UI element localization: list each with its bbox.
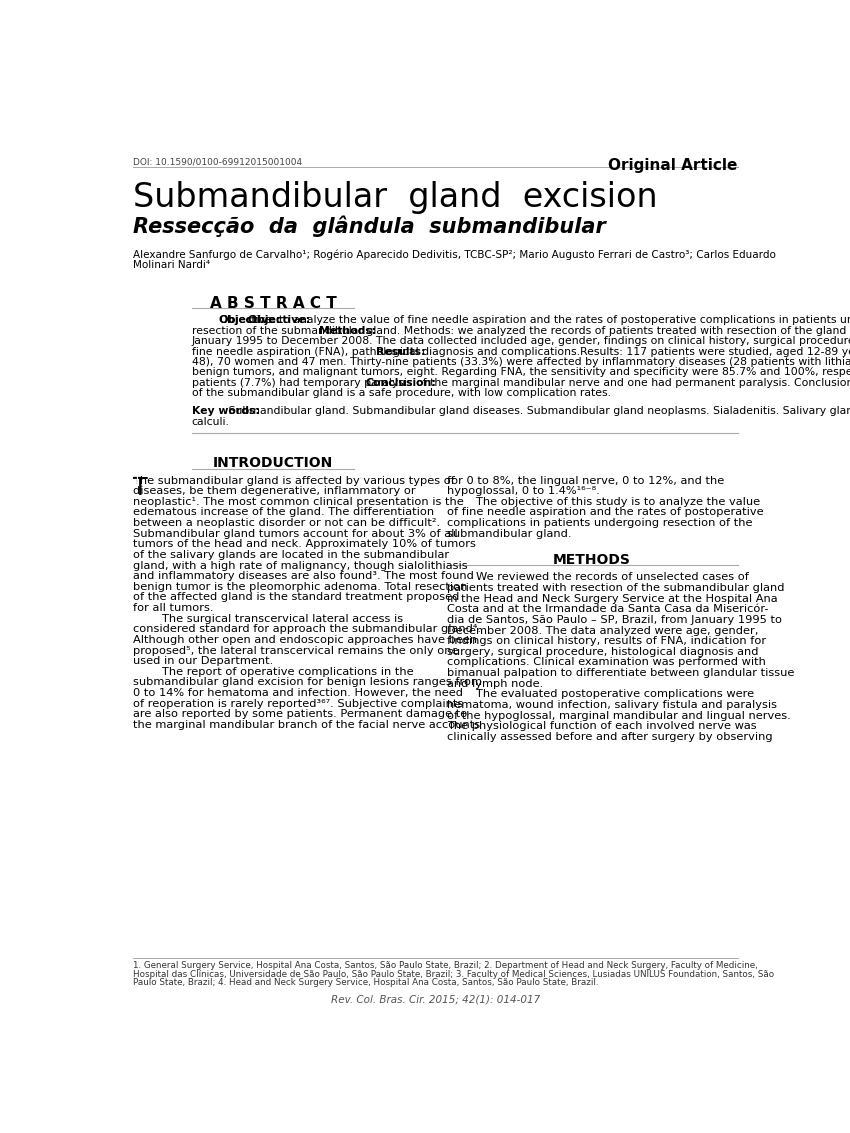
- Text: Costa and at the Irmandade da Santa Casa da Misericór-: Costa and at the Irmandade da Santa Casa…: [447, 604, 768, 614]
- Text: Objective:: Objective:: [218, 315, 310, 325]
- Text: 0 to 14% for hematoma and infection. However, the need: 0 to 14% for hematoma and infection. How…: [133, 688, 463, 698]
- Text: submandibular gland.: submandibular gland.: [447, 529, 572, 538]
- Text: The evaluated postoperative complications were: The evaluated postoperative complication…: [447, 689, 755, 699]
- Text: the marginal mandibular branch of the facial nerve accounts: the marginal mandibular branch of the fa…: [133, 719, 480, 730]
- Text: January 1995 to December 2008. The data collected included age, gender, findings: January 1995 to December 2008. The data …: [191, 337, 850, 347]
- Text: of the salivary glands are located in the submandibular: of the salivary glands are located in th…: [133, 550, 450, 560]
- Text: bimanual palpation to differentiate between glandular tissue: bimanual palpation to differentiate betw…: [447, 668, 795, 678]
- Text: Results:: Results:: [376, 347, 426, 357]
- Text: neoplastic¹. The most common clinical presentation is the: neoplastic¹. The most common clinical pr…: [133, 496, 464, 506]
- Text: Submandibular gland tumors account for about 3% of all: Submandibular gland tumors account for a…: [133, 529, 458, 538]
- Text: T: T: [133, 476, 148, 500]
- Text: The objective of this study is to analyze the value: The objective of this study is to analyz…: [447, 496, 761, 506]
- Text: Objective: to analyze the value of fine needle aspiration and the rates of posto: Objective: to analyze the value of fine …: [191, 315, 850, 325]
- Text: Key words:: Key words:: [191, 407, 259, 416]
- Text: The surgical transcervical lateral access is: The surgical transcervical lateral acces…: [133, 614, 404, 623]
- Text: December 2008. The data analyzed were age, gender,: December 2008. The data analyzed were ag…: [447, 625, 758, 636]
- Text: T: T: [133, 476, 140, 486]
- Text: 48), 70 women and 47 men. Thirty-nine patients (33.3%) were affected by inflamma: 48), 70 women and 47 men. Thirty-nine pa…: [191, 357, 850, 367]
- Text: The report of operative complications in the: The report of operative complications in…: [133, 667, 414, 676]
- Text: Ressecção  da  glândula  submandibular: Ressecção da glândula submandibular: [133, 215, 606, 237]
- Text: for 0 to 8%, the lingual nerve, 0 to 12%, and the: for 0 to 8%, the lingual nerve, 0 to 12%…: [447, 476, 724, 486]
- Text: We reviewed the records of unselected cases of: We reviewed the records of unselected ca…: [447, 572, 749, 582]
- Text: dia de Santos, São Paulo – SP, Brazil, from January 1995 to: dia de Santos, São Paulo – SP, Brazil, f…: [447, 615, 782, 625]
- Text: complications. Clinical examination was performed with: complications. Clinical examination was …: [447, 657, 766, 667]
- Text: Original Article: Original Article: [609, 157, 738, 172]
- Text: patients (7.7%) had temporary paralysis of the marginal mandibular nerve and one: patients (7.7%) had temporary paralysis …: [191, 377, 850, 387]
- Text: DOI: 10.1590/0100-69912015001004: DOI: 10.1590/0100-69912015001004: [133, 157, 303, 167]
- Text: Paulo State, Brazil; 4. Head and Neck Surgery Service, Hospital Ana Costa, Santo: Paulo State, Brazil; 4. Head and Neck Su…: [133, 978, 599, 987]
- Text: in the Head and Neck Surgery Service at the Hospital Ana: in the Head and Neck Surgery Service at …: [447, 594, 778, 604]
- Text: fine needle aspiration (FNA), pathological diagnosis and complications.Results: : fine needle aspiration (FNA), pathologic…: [191, 347, 850, 357]
- Text: 1. General Surgery Service, Hospital Ana Costa, Santos, São Paulo State, Brazil;: 1. General Surgery Service, Hospital Ana…: [133, 962, 758, 970]
- Text: benign tumor is the pleomorphic adenoma. Total resection: benign tumor is the pleomorphic adenoma.…: [133, 581, 468, 591]
- Text: Alexandre Sanfurgo de Carvalho¹; Rogério Aparecido Dedivitis, TCBC-SP²; Mario Au: Alexandre Sanfurgo de Carvalho¹; Rogério…: [133, 249, 776, 259]
- Text: considered standard for approach the submandibular gland⁴.: considered standard for approach the sub…: [133, 624, 481, 634]
- Text: The physiological function of each involved nerve was: The physiological function of each invol…: [447, 722, 756, 731]
- Text: findings on clinical history, results of FNA, indication for: findings on clinical history, results of…: [447, 636, 767, 646]
- Text: The submandibular gland is affected by various types of: The submandibular gland is affected by v…: [133, 476, 456, 486]
- Text: of the affected gland is the standard treatment proposed: of the affected gland is the standard tr…: [133, 593, 460, 603]
- Text: A B S T R A C T: A B S T R A C T: [209, 296, 337, 312]
- Text: patients treated with resection of the submandibular gland: patients treated with resection of the s…: [447, 583, 785, 593]
- Text: Rev. Col. Bras. Cir. 2015; 42(1): 014-017: Rev. Col. Bras. Cir. 2015; 42(1): 014-01…: [331, 995, 541, 1005]
- Text: Hospital das Clínicas, Universidade de São Paulo, São Paulo State, Brazil; 3. Fa: Hospital das Clínicas, Universidade de S…: [133, 970, 774, 979]
- Text: of the submandibular gland is a safe procedure, with low complication rates.: of the submandibular gland is a safe pro…: [191, 389, 610, 398]
- Text: and lymph node.: and lymph node.: [447, 679, 543, 689]
- Text: of fine needle aspiration and the rates of postoperative: of fine needle aspiration and the rates …: [447, 508, 764, 518]
- Text: Conclusion:: Conclusion:: [366, 377, 437, 387]
- Text: METHODS: METHODS: [553, 553, 631, 568]
- Text: edematous increase of the gland. The differentiation: edematous increase of the gland. The dif…: [133, 508, 434, 518]
- Text: benign tumors, and malignant tumors, eight. Regarding FNA, the sensitivity and s: benign tumors, and malignant tumors, eig…: [191, 367, 850, 377]
- Text: of the hypoglossal, marginal mandibular and lingual nerves.: of the hypoglossal, marginal mandibular …: [447, 710, 791, 721]
- Text: Although other open and endoscopic approaches have been: Although other open and endoscopic appro…: [133, 634, 478, 645]
- Text: INTRODUCTION: INTRODUCTION: [212, 457, 333, 470]
- Text: of reoperation is rarely reported³⁶⁷. Subjective complaints: of reoperation is rarely reported³⁶⁷. Su…: [133, 699, 463, 708]
- Text: diseases, be them degenerative, inflammatory or: diseases, be them degenerative, inflamma…: [133, 486, 416, 496]
- Text: complications in patients undergoing resection of the: complications in patients undergoing res…: [447, 518, 753, 528]
- Text: calculi.: calculi.: [191, 417, 230, 427]
- Text: tumors of the head and neck. Approximately 10% of tumors: tumors of the head and neck. Approximate…: [133, 539, 476, 550]
- Text: gland, with a high rate of malignancy, though sialolithiasis: gland, with a high rate of malignancy, t…: [133, 561, 468, 571]
- Text: clinically assessed before and after surgery by observing: clinically assessed before and after sur…: [447, 732, 773, 742]
- Text: used in our Department.: used in our Department.: [133, 656, 274, 666]
- Text: proposed⁵, the lateral transcervical remains the only one: proposed⁵, the lateral transcervical rem…: [133, 646, 459, 656]
- Text: and inflammatory diseases are also found³. The most found: and inflammatory diseases are also found…: [133, 571, 474, 581]
- Text: resection of the submandibular gland. Methods: we analyzed the records of patien: resection of the submandibular gland. Me…: [191, 326, 850, 335]
- Text: are also reported by some patients. Permanent damage to: are also reported by some patients. Perm…: [133, 709, 468, 719]
- Text: Molinari Nardi⁴: Molinari Nardi⁴: [133, 259, 211, 270]
- Text: hypoglossal, 0 to 1.4%¹⁶⁻⁸.: hypoglossal, 0 to 1.4%¹⁶⁻⁸.: [447, 486, 600, 496]
- Text: Submandibular  gland  excision: Submandibular gland excision: [133, 180, 658, 214]
- Text: hematoma, wound infection, salivary fistula and paralysis: hematoma, wound infection, salivary fist…: [447, 700, 777, 710]
- Text: Objective:: Objective:: [218, 315, 280, 325]
- Text: between a neoplastic disorder or not can be difficult².: between a neoplastic disorder or not can…: [133, 518, 440, 528]
- Text: surgery, surgical procedure, histological diagnosis and: surgery, surgical procedure, histologica…: [447, 647, 759, 657]
- Text: for all tumors.: for all tumors.: [133, 603, 214, 613]
- Text: submandibular gland excision for benign lesions ranges from: submandibular gland excision for benign …: [133, 678, 483, 688]
- Text: Submandibular gland. Submandibular gland diseases. Submandibular gland neoplasms: Submandibular gland. Submandibular gland…: [225, 407, 850, 416]
- Text: Methods:: Methods:: [319, 326, 377, 335]
